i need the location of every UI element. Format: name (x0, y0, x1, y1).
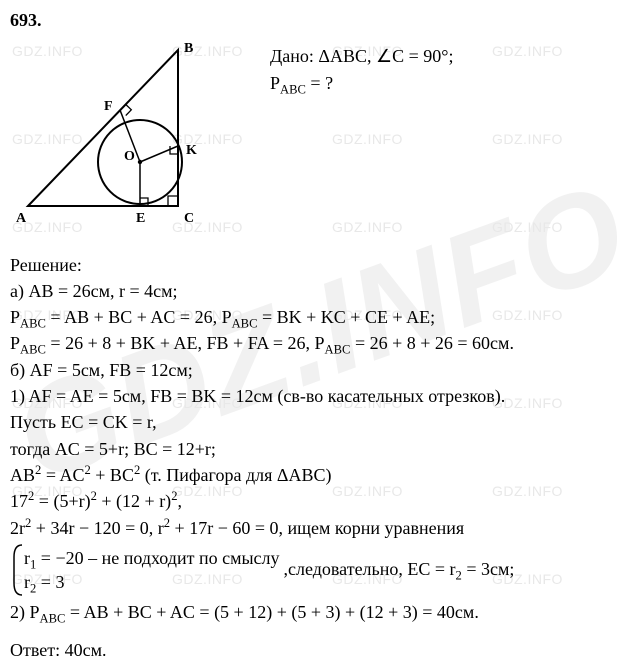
geometry-figure: A B C E K F O (10, 38, 240, 234)
svg-text:C: C (184, 211, 194, 226)
problem-number: 693. (10, 8, 632, 32)
solution-line: PABC = 26 + 8 + BK + AE, FB + FA = 26, P… (10, 331, 632, 355)
given-block: Дано: ΔABC, ∠C = 90°; PABC = ? (270, 38, 453, 234)
solution-line: тогда AC = 5+r; BC = 12+r; (10, 437, 632, 461)
given-line-1: Дано: ΔABC, ∠C = 90°; (270, 44, 453, 68)
cases-bracket: r1 = −20 – не подходит по смыслу r2 = 3 … (10, 543, 632, 597)
svg-text:F: F (104, 99, 113, 114)
solution-line: PABC = AB + BC + AC = 26, PABC = BK + KC… (10, 305, 632, 329)
root-1: r1 = −20 – не подходит по смыслу (24, 546, 280, 570)
solution-line: AB2 = AC2 + BC2 (т. Пифагора для ΔABC) (10, 463, 632, 487)
svg-text:E: E (136, 211, 145, 226)
part-b: б) AF = 5см, FB = 12см; (10, 358, 632, 382)
solution-line: Пусть EC = CK = r, (10, 410, 632, 434)
solution-title: Решение: (10, 253, 632, 277)
given-line-2: PABC = ? (270, 71, 453, 95)
solution-line: 172 = (5+r)2 + (12 + r)2, (10, 489, 632, 513)
solution-line: 2r2 + 34r − 120 = 0, r2 + 17r − 60 = 0, … (10, 516, 632, 540)
after-bracket: ,следовательно, EC = r2 = 3см; (284, 557, 515, 581)
svg-text:A: A (16, 211, 27, 226)
svg-text:B: B (184, 41, 193, 56)
part-a: а) AB = 26см, r = 4см; (10, 279, 632, 303)
solution-line: 2) PABC = AB + BC + AC = (5 + 12) + (5 +… (10, 600, 632, 624)
answer: Ответ: 40см. (10, 638, 632, 662)
svg-text:K: K (186, 143, 197, 158)
svg-text:O: O (124, 149, 135, 164)
solution-line: 1) AF = AE = 5см, FB = BK = 12см (св-во … (10, 384, 632, 408)
page-content: 693. A B C E K F O Дано: ΔABC, ∠C = 90°; PABC … (10, 8, 632, 662)
root-2: r2 = 3 (24, 570, 280, 594)
